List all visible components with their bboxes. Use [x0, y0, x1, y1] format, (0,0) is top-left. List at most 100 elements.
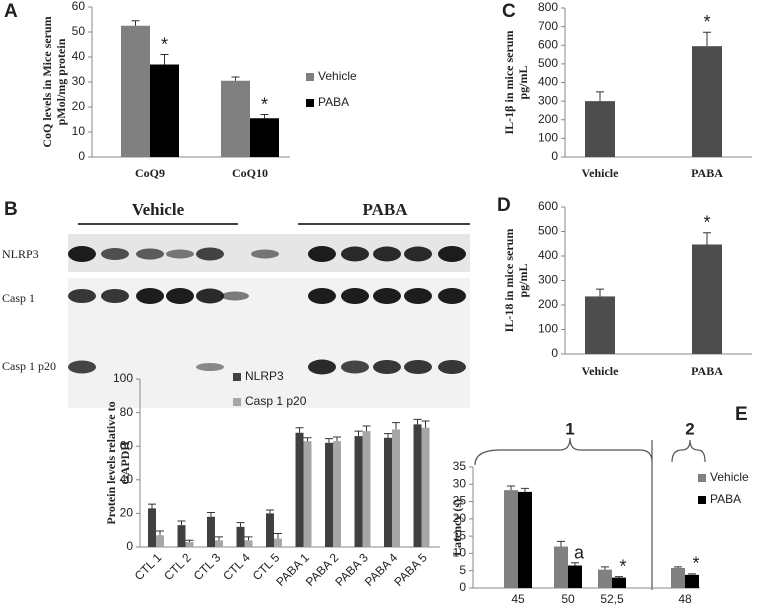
y-axis-label: IL-18 in mice serum	[502, 229, 516, 333]
bar	[585, 101, 615, 157]
y-tick-label: 300	[538, 93, 558, 107]
blot-band	[438, 246, 466, 262]
error-bar	[177, 520, 186, 526]
y-tick-label: 500	[538, 224, 558, 238]
error-bar	[185, 539, 194, 542]
blot-band	[308, 246, 336, 262]
y-tick-label: 20	[453, 511, 467, 525]
error-bar	[674, 566, 682, 568]
y-tick-label: 0	[126, 539, 133, 553]
error-bar	[557, 540, 565, 547]
x-tick-label: CoQ10	[232, 166, 268, 180]
y-tick-label: 60	[120, 438, 134, 452]
bar	[612, 577, 626, 588]
x-tick-label: PABA	[691, 166, 723, 180]
y-tick-label: 80	[120, 405, 134, 419]
legend-label: PABA	[710, 492, 741, 506]
bar	[266, 513, 274, 547]
y-tick-label: 50	[72, 24, 86, 38]
y-tick-label: 400	[538, 75, 558, 89]
y-tick-label: 20	[72, 99, 86, 113]
significance: *	[261, 94, 268, 114]
bar	[303, 441, 312, 547]
group-label: 1	[565, 419, 574, 438]
bar	[221, 80, 250, 157]
bar	[185, 541, 194, 547]
significance: *	[161, 34, 168, 54]
blot-band	[308, 288, 336, 304]
blot-band	[101, 289, 129, 303]
error-bar	[244, 536, 253, 541]
group-label: 2	[685, 419, 694, 438]
panel-label: D	[497, 195, 511, 216]
significance: *	[692, 554, 699, 574]
y-tick-label: 800	[538, 0, 558, 14]
error-bar	[274, 533, 282, 539]
blot-band	[373, 288, 401, 304]
y-tick-label: 25	[453, 494, 467, 508]
blot-band	[166, 288, 194, 304]
error-bar	[207, 512, 215, 517]
blot-band	[341, 246, 369, 262]
blot-band	[68, 360, 96, 374]
y-tick-label: 30	[453, 476, 467, 490]
blot-band	[101, 248, 129, 260]
x-tick-label: CTL 3	[191, 550, 224, 583]
y-axis-label: IL-1β in mice serum	[502, 31, 516, 135]
error-bar	[160, 54, 169, 65]
blot-band	[404, 246, 432, 262]
legend-swatch	[698, 474, 706, 482]
y-tick-label: 0	[78, 149, 85, 163]
x-tick-label: CTL 4	[220, 550, 253, 583]
blot-band	[308, 359, 336, 375]
bar	[177, 525, 186, 547]
error-bar	[295, 427, 304, 433]
y-axis-label: Latency (s)	[450, 499, 464, 556]
y-tick-label: 60	[72, 0, 86, 13]
y-tick-label: 10	[72, 124, 86, 138]
y-tick-label: 600	[538, 199, 558, 213]
significance: *	[703, 12, 710, 32]
error-bar	[596, 288, 604, 297]
error-bar	[333, 436, 341, 442]
bar	[325, 442, 333, 547]
bar	[413, 424, 422, 547]
x-tick-label: PABA	[691, 364, 723, 378]
error-bar	[148, 503, 156, 509]
bar	[568, 565, 582, 588]
blot-strip	[68, 278, 470, 408]
y-tick-label: 400	[538, 248, 558, 262]
blot-band	[341, 360, 369, 374]
y-axis-label: pg/mL	[516, 65, 530, 99]
blot-band	[68, 289, 96, 303]
bar	[362, 431, 371, 547]
y-tick-label: 40	[120, 472, 134, 486]
error-bar	[703, 232, 711, 245]
y-axis-label: GAPDH	[118, 441, 132, 485]
y-axis-label: pMol/mg protein	[54, 38, 68, 125]
y-axis-label: pg/mL	[516, 263, 530, 297]
error-bar	[236, 522, 245, 527]
blot-band	[438, 288, 466, 304]
error-bar	[601, 566, 609, 570]
bar	[598, 569, 612, 588]
legend-swatch	[698, 496, 706, 504]
bar	[156, 535, 164, 547]
bar	[421, 427, 430, 547]
y-tick-label: 200	[538, 112, 558, 126]
y-tick-label: 200	[538, 297, 558, 311]
significance: *	[703, 212, 710, 232]
legend-swatch	[306, 73, 314, 81]
bar	[207, 516, 215, 547]
bar	[215, 540, 223, 547]
blot-band	[373, 360, 401, 374]
bar	[585, 296, 615, 354]
y-tick-label: 100	[538, 131, 558, 145]
error-bar	[156, 530, 164, 536]
blot-band	[68, 246, 96, 262]
error-bar	[413, 418, 422, 425]
error-bar	[421, 420, 430, 428]
blot-row: Casp 1	[2, 291, 35, 305]
y-tick-label: 40	[72, 49, 86, 63]
